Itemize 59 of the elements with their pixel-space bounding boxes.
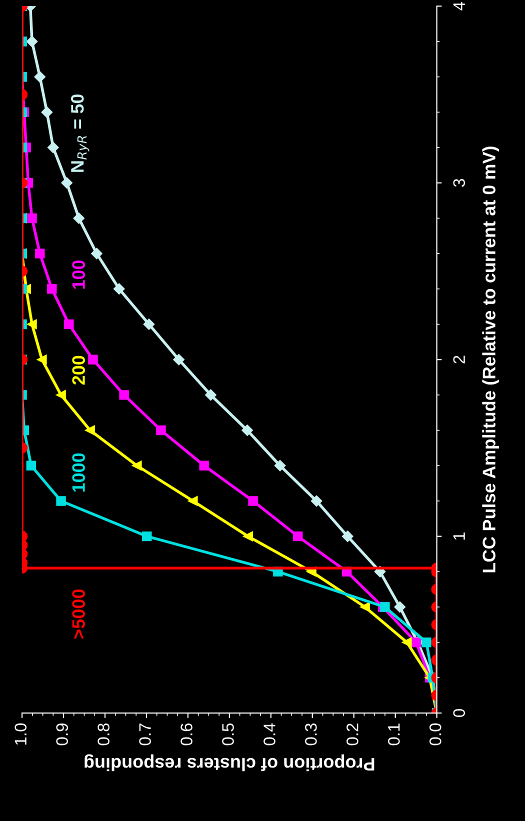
point xyxy=(27,319,37,330)
x-tick-label: 0.8 xyxy=(98,723,110,746)
point xyxy=(64,319,74,330)
x-tick-label: 0.3 xyxy=(305,723,317,746)
point xyxy=(242,424,253,436)
point xyxy=(88,354,98,364)
point xyxy=(156,425,166,436)
x-axis-title: Proportion of clusters responding xyxy=(84,754,374,772)
point xyxy=(199,460,209,470)
point xyxy=(143,318,155,330)
point xyxy=(41,106,53,118)
point xyxy=(132,460,142,470)
x-tick-label: 0.1 xyxy=(388,724,400,746)
annotation: >5000 xyxy=(72,589,85,639)
point xyxy=(26,36,38,48)
annotation: N$_{RyR}$ = 50 xyxy=(70,94,90,172)
x-tick-label: 0.6 xyxy=(180,723,192,746)
point xyxy=(292,531,303,542)
x-tick-label: 0.4 xyxy=(264,723,276,746)
point xyxy=(47,284,57,294)
point xyxy=(274,460,286,472)
point xyxy=(394,601,406,613)
point xyxy=(113,283,125,295)
point xyxy=(310,495,322,507)
y-tick-label: 4 xyxy=(453,2,465,10)
x-tick-label: 0.0 xyxy=(429,723,442,746)
point xyxy=(248,496,258,506)
point xyxy=(173,354,184,366)
point xyxy=(205,389,216,401)
point xyxy=(411,637,421,648)
point xyxy=(91,248,102,260)
point xyxy=(85,425,95,436)
x-tick-label: 0.9 xyxy=(56,724,68,746)
point xyxy=(61,177,72,188)
y-tick-label: 2 xyxy=(453,356,465,364)
y-tick-label: 0 xyxy=(453,709,466,718)
point xyxy=(34,71,46,82)
point xyxy=(27,213,37,224)
point xyxy=(119,390,129,400)
point xyxy=(188,496,198,506)
point xyxy=(35,248,45,258)
point xyxy=(342,530,354,542)
point xyxy=(73,212,84,224)
point xyxy=(56,390,66,400)
x-tick-label: 0.5 xyxy=(222,723,234,746)
y-tick-label: 1 xyxy=(453,532,465,540)
y-axis-title: LCC Pulse Amplitude (Relative to current at 0 mV) xyxy=(482,146,500,572)
annotation: 1000 xyxy=(72,453,85,492)
point xyxy=(402,637,412,648)
annotation: 200 xyxy=(72,356,85,385)
point xyxy=(243,531,253,542)
x-tick-label: 0.2 xyxy=(346,724,358,746)
point xyxy=(37,354,47,364)
point xyxy=(360,602,370,612)
annotation: 100 xyxy=(72,260,85,289)
y-tick-label: 3 xyxy=(453,178,466,187)
point xyxy=(48,142,59,154)
x-tick-label: 0.7 xyxy=(139,724,151,746)
x-tick-label: 1.0 xyxy=(14,723,27,745)
